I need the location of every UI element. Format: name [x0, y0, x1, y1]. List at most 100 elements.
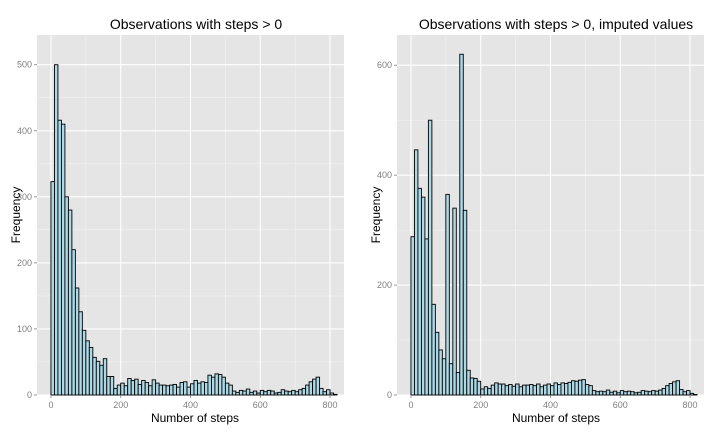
histogram-bar	[612, 390, 618, 396]
histogram-bar	[553, 382, 558, 396]
histogram-bar	[591, 390, 597, 396]
histogram-bar	[333, 393, 338, 396]
histogram-bar	[88, 346, 94, 396]
histogram-bar	[294, 391, 300, 396]
histogram-bar	[99, 364, 104, 396]
histogram-bar	[532, 385, 537, 396]
histogram-bar	[256, 392, 261, 396]
histogram-bar	[305, 384, 310, 396]
histogram-bar	[221, 376, 226, 396]
histogram-bar	[217, 374, 223, 396]
chart-left-x-axis-title: Number of steps	[151, 411, 239, 425]
x-tick-label: 800	[323, 400, 338, 410]
histogram-bar	[158, 384, 164, 396]
histogram-bar	[85, 340, 90, 396]
y-tick-label: 500	[17, 60, 32, 70]
histogram-bar	[113, 387, 118, 396]
histogram-bar	[417, 187, 422, 396]
histogram-bar	[522, 384, 527, 396]
histogram-bar	[494, 382, 499, 396]
histogram-bar	[301, 387, 307, 396]
histogram-bar	[483, 386, 489, 396]
histogram-bar	[588, 385, 593, 396]
histogram-bar	[172, 383, 177, 396]
histogram-bar	[137, 383, 143, 396]
histogram-bar	[686, 390, 691, 396]
histogram-bar	[633, 392, 639, 396]
histogram-bar	[238, 389, 244, 396]
chart-right-y-ticks: 0 200 400 600	[377, 60, 397, 400]
histogram-bar	[654, 390, 660, 396]
histogram-bar	[67, 209, 73, 396]
histogram-bar	[626, 390, 632, 396]
histogram-bar	[595, 391, 600, 396]
histogram-bar	[410, 236, 415, 396]
histogram-bar	[74, 287, 80, 396]
histogram-bar	[322, 391, 328, 396]
histogram-bar	[64, 196, 69, 396]
histogram-bar	[560, 382, 565, 396]
x-tick-label: 400	[183, 400, 198, 410]
histogram-bar	[60, 123, 66, 396]
histogram-bar	[162, 384, 167, 396]
histogram-bar	[228, 384, 233, 396]
x-tick-label: 400	[543, 400, 558, 410]
histogram-bar	[102, 358, 108, 396]
histogram-bar	[427, 119, 433, 396]
histogram-bar	[658, 389, 663, 396]
histogram-bar	[81, 329, 87, 396]
histogram-bar	[480, 388, 485, 396]
histogram-bar	[497, 383, 503, 396]
histogram-bar	[445, 193, 450, 396]
histogram-bar	[106, 376, 111, 396]
histogram-bar	[441, 358, 447, 396]
histogram-bar	[504, 385, 510, 396]
histogram-bar	[214, 373, 219, 396]
histogram-bar	[557, 384, 562, 396]
histogram-bar	[661, 387, 667, 396]
y-tick-label: 400	[377, 170, 392, 180]
histogram-bar	[235, 391, 240, 396]
histogram-bar	[473, 378, 478, 396]
histogram-bar	[280, 389, 286, 396]
y-tick-label: 300	[17, 192, 32, 202]
y-tick-label: 100	[17, 324, 32, 334]
histogram-bar	[224, 382, 230, 396]
histogram-bar	[200, 381, 205, 396]
chart-right-grid-major	[397, 35, 704, 396]
histogram-bar	[413, 149, 419, 396]
chart-right-title: Observations with steps > 0, imputed val…	[419, 16, 693, 32]
histogram-bar	[536, 383, 541, 396]
chart-left-bars	[50, 64, 338, 396]
histogram-bar	[501, 383, 506, 396]
chart-left-title: Observations with steps > 0	[110, 16, 283, 32]
histogram-bar	[623, 391, 628, 396]
histogram-bar	[616, 392, 621, 396]
histogram-bar	[312, 378, 317, 396]
histogram-bar	[95, 360, 101, 396]
histogram-bar	[78, 311, 83, 396]
histogram-bar	[176, 386, 181, 396]
histogram-bar	[50, 181, 55, 396]
histogram-bar	[675, 380, 681, 396]
histogram-bar	[144, 381, 150, 396]
histogram-bar	[326, 389, 331, 396]
histogram-bar	[581, 379, 586, 396]
histogram-bar	[689, 392, 694, 396]
histogram-bar	[249, 391, 254, 396]
histogram-bar	[252, 390, 258, 396]
histogram-bar	[511, 385, 517, 396]
histogram-bar	[605, 389, 611, 396]
histogram-bar	[57, 119, 62, 396]
histogram-bar	[148, 385, 153, 396]
histogram-bar	[245, 388, 251, 396]
histogram-bar	[546, 383, 551, 396]
chart-left-x-ticks: 0 200 400 600 800	[48, 395, 338, 410]
histogram-bar	[155, 382, 160, 396]
histogram-bar	[207, 374, 212, 396]
x-tick-label: 200	[113, 400, 128, 410]
histogram-bar	[469, 377, 475, 396]
histogram-bar	[259, 389, 265, 396]
chart-left: Observations with steps > 0 0 100 200 300 40…	[9, 16, 344, 425]
